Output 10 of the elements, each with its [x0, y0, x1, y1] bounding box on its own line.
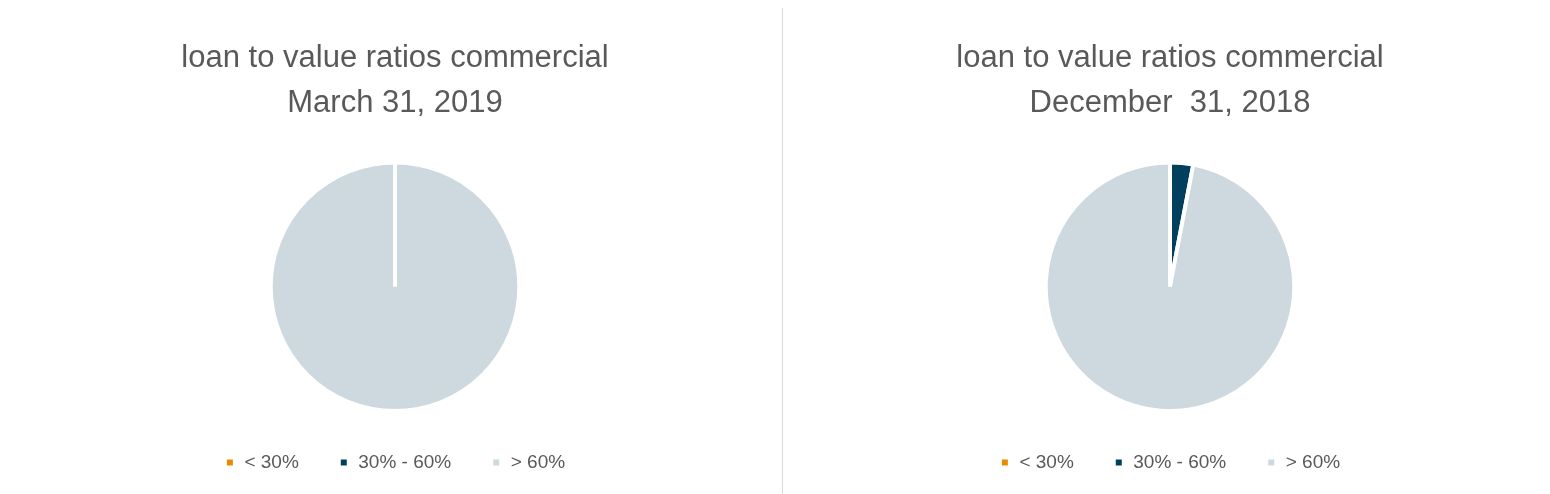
- chart-subtitle: March 31, 2019: [287, 84, 503, 120]
- legend-label: 30% - 60%: [1133, 450, 1227, 472]
- chart-subtitle: December 31, 2018: [1029, 84, 1311, 120]
- legend-label: < 30%: [1019, 450, 1074, 472]
- legend-label: > 60%: [1285, 450, 1341, 472]
- legend-label: 30% - 60%: [358, 450, 452, 472]
- chart-title: loan to value ratios commercial: [181, 39, 609, 75]
- legend-label: > 60%: [510, 450, 566, 472]
- legend-label: < 30%: [244, 450, 299, 472]
- chart-title: loan to value ratios commercial: [956, 39, 1384, 75]
